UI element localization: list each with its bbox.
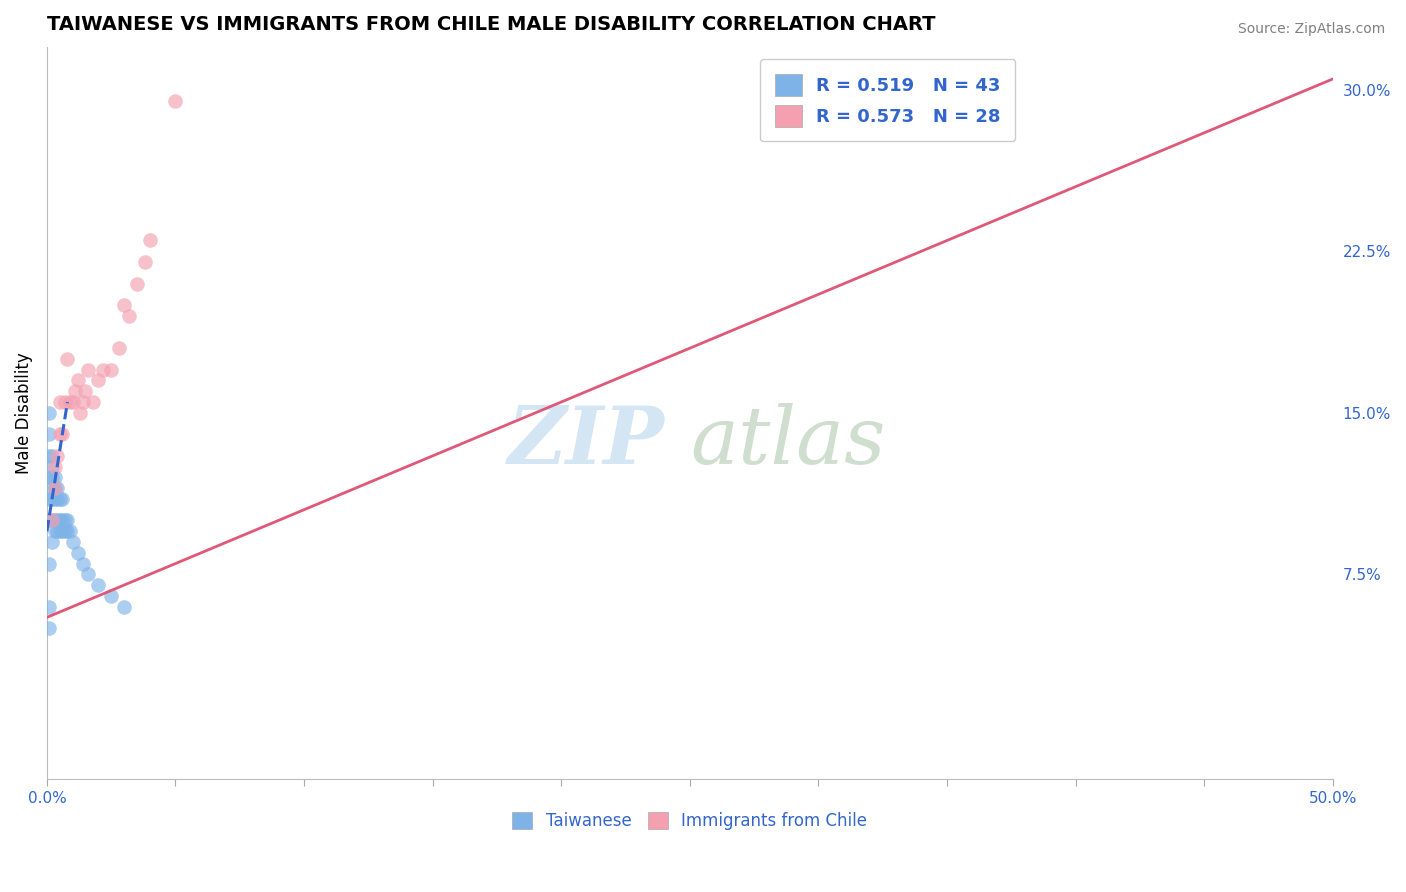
Point xyxy=(53,524,76,539)
Point xyxy=(46,449,69,463)
Point xyxy=(72,395,94,409)
Point xyxy=(46,481,69,495)
Point xyxy=(38,557,60,571)
Point xyxy=(125,277,148,291)
Point xyxy=(56,513,79,527)
Point xyxy=(66,374,89,388)
Point xyxy=(108,341,131,355)
Point xyxy=(38,470,60,484)
Text: Source: ZipAtlas.com: Source: ZipAtlas.com xyxy=(1237,22,1385,37)
Point xyxy=(100,589,122,603)
Point xyxy=(41,449,63,463)
Point xyxy=(87,374,110,388)
Point xyxy=(100,362,122,376)
Point xyxy=(48,513,70,527)
Point xyxy=(48,427,70,442)
Point xyxy=(46,513,69,527)
Point xyxy=(44,513,66,527)
Point xyxy=(56,351,79,366)
Text: ZIP: ZIP xyxy=(508,403,664,481)
Point xyxy=(59,395,82,409)
Point xyxy=(38,449,60,463)
Point xyxy=(41,459,63,474)
Point xyxy=(38,513,60,527)
Point xyxy=(69,406,91,420)
Point xyxy=(44,470,66,484)
Point xyxy=(165,94,187,108)
Point xyxy=(93,362,115,376)
Point xyxy=(63,384,86,399)
Point xyxy=(41,513,63,527)
Y-axis label: Male Disability: Male Disability xyxy=(15,352,32,474)
Point xyxy=(59,524,82,539)
Point xyxy=(62,535,84,549)
Point xyxy=(118,309,141,323)
Point xyxy=(51,524,73,539)
Point xyxy=(62,395,84,409)
Point xyxy=(38,406,60,420)
Point xyxy=(44,481,66,495)
Point xyxy=(77,567,100,582)
Point xyxy=(41,513,63,527)
Point xyxy=(46,491,69,506)
Point xyxy=(139,234,162,248)
Text: TAIWANESE VS IMMIGRANTS FROM CHILE MALE DISABILITY CORRELATION CHART: TAIWANESE VS IMMIGRANTS FROM CHILE MALE … xyxy=(46,15,935,34)
Point xyxy=(82,395,104,409)
Point xyxy=(53,395,76,409)
Point xyxy=(112,298,135,312)
Point xyxy=(51,491,73,506)
Point xyxy=(72,557,94,571)
Point xyxy=(77,362,100,376)
Point xyxy=(44,459,66,474)
Point xyxy=(51,513,73,527)
Point xyxy=(51,427,73,442)
Point xyxy=(41,491,63,506)
Point xyxy=(48,395,70,409)
Point xyxy=(38,427,60,442)
Point xyxy=(44,524,66,539)
Legend: Taiwanese, Immigrants from Chile: Taiwanese, Immigrants from Chile xyxy=(506,805,875,837)
Text: atlas: atlas xyxy=(690,403,886,481)
Point xyxy=(48,524,70,539)
Point xyxy=(112,599,135,614)
Point xyxy=(66,546,89,560)
Point xyxy=(48,491,70,506)
Point xyxy=(41,470,63,484)
Point xyxy=(75,384,97,399)
Point xyxy=(38,621,60,635)
Point xyxy=(44,481,66,495)
Point xyxy=(41,481,63,495)
Point xyxy=(56,524,79,539)
Point xyxy=(134,255,156,269)
Point xyxy=(38,599,60,614)
Point xyxy=(44,491,66,506)
Point xyxy=(87,578,110,592)
Point xyxy=(46,524,69,539)
Point xyxy=(53,513,76,527)
Point xyxy=(41,535,63,549)
Point xyxy=(38,491,60,506)
